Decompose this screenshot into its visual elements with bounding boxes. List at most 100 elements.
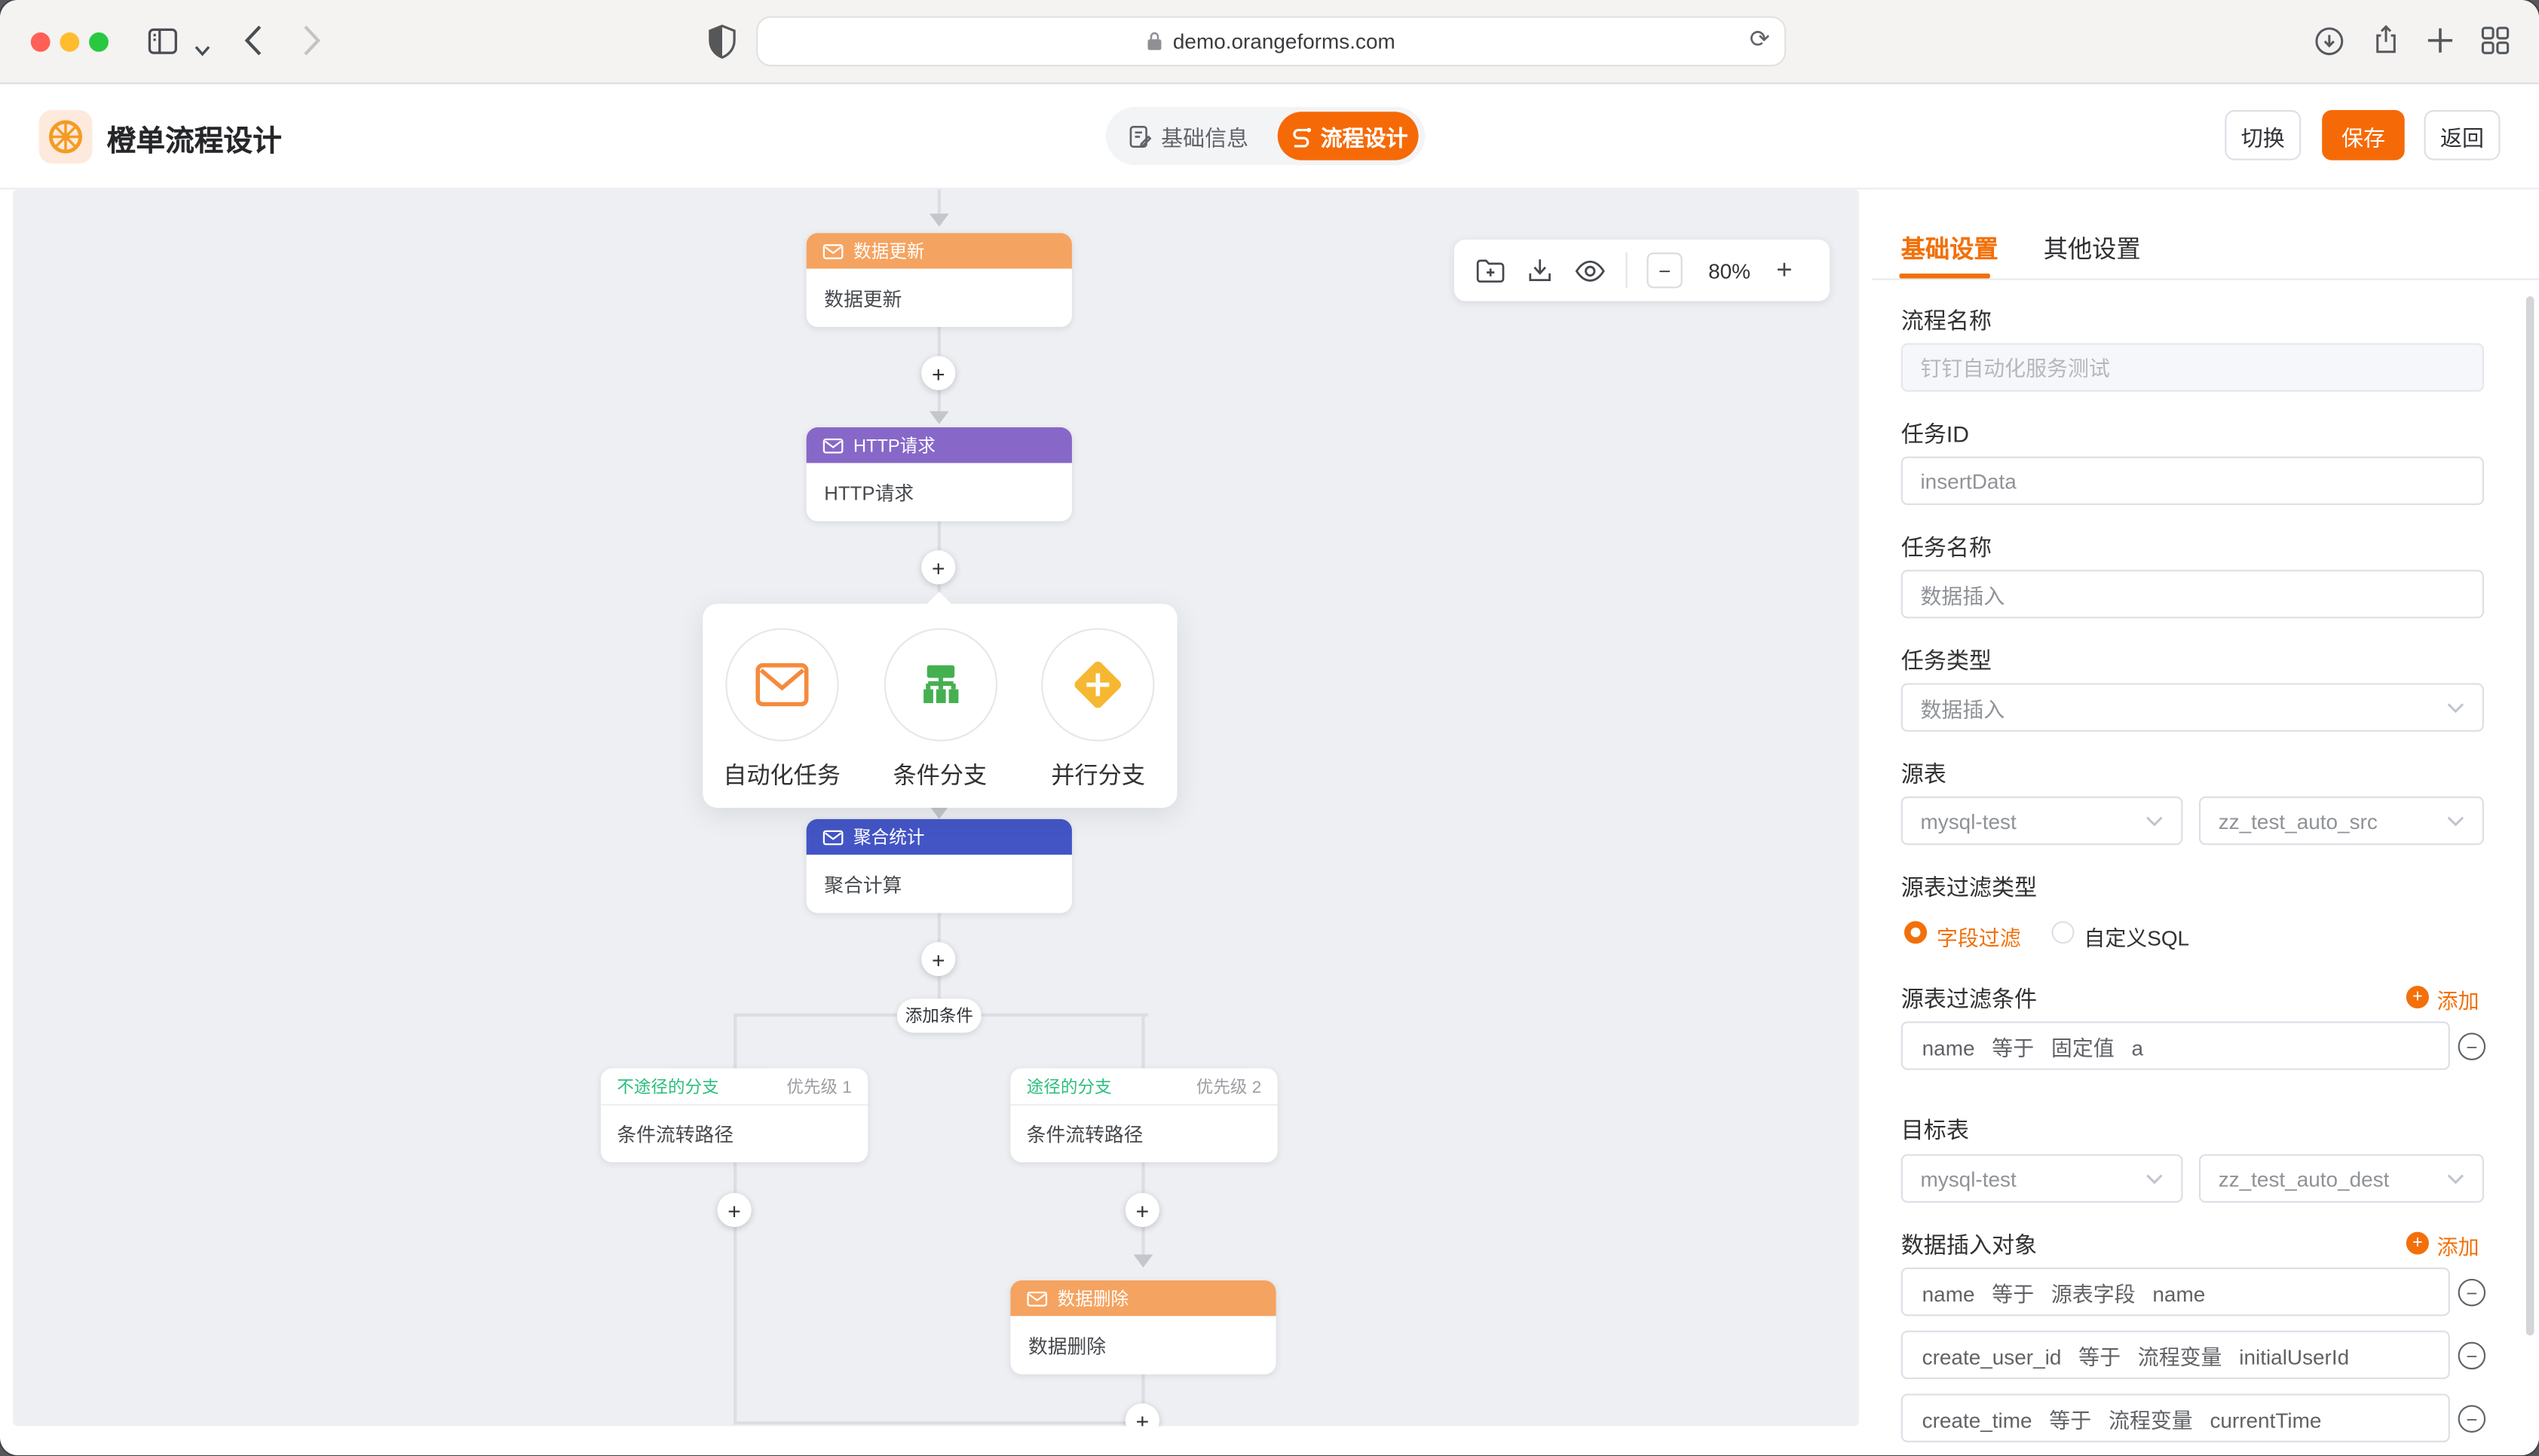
filter-condition-row[interactable]: name 等于 固定值 a <box>1900 1021 2450 1070</box>
branch-priority: 优先级 2 <box>1196 1077 1262 1097</box>
minimize-window-button[interactable] <box>60 32 80 52</box>
flow-node-aggregate[interactable]: 聚合统计 聚合计算 <box>806 818 1072 913</box>
insert-object-row[interactable]: create_time 等于 流程变量 currentTime <box>1900 1393 2450 1442</box>
process-name-input[interactable] <box>1900 343 2484 392</box>
insert-object-row[interactable]: create_user_id 等于 流程变量 initialUserId <box>1900 1330 2450 1380</box>
form-icon <box>1129 124 1152 147</box>
flow-node-http-request[interactable]: HTTP请求 HTTP请求 <box>806 427 1072 522</box>
zoom-out-button[interactable]: − <box>1646 252 1683 289</box>
zoom-level: 80% <box>1708 258 1750 283</box>
orange-slice-icon <box>48 120 83 154</box>
branch-merge-rail <box>734 1421 1145 1425</box>
add-filter-condition-link[interactable]: 添加 <box>2436 989 2479 1014</box>
target-table-select[interactable]: zz_test_auto_dest <box>2198 1154 2484 1203</box>
add-node-button[interactable]: + <box>921 942 956 977</box>
add-condition-button[interactable]: 添加条件 <box>896 999 982 1033</box>
sidebar-chevron-down-icon[interactable] <box>194 35 210 65</box>
branch-node-passed[interactable]: 途径的分支 优先级 2 条件流转路径 <box>1010 1068 1278 1163</box>
remove-row-icon[interactable]: − <box>2458 1278 2486 1307</box>
arrow-down-icon <box>929 213 949 227</box>
tab-basic-settings[interactable]: 基础设置 <box>1900 236 1998 265</box>
add-circle-icon[interactable]: + <box>2406 1231 2429 1255</box>
preview-eye-icon[interactable] <box>1574 258 1606 283</box>
export-download-icon[interactable] <box>1525 255 1554 285</box>
chevron-down-icon <box>2447 815 2464 826</box>
palette-item-parallel-branch[interactable]: 并行分支 <box>1019 604 1178 808</box>
radio-field-filter[interactable] <box>1904 921 1928 944</box>
panel-scrollbar[interactable] <box>2525 296 2534 1336</box>
close-window-button[interactable] <box>30 32 51 52</box>
reload-icon[interactable]: ⟳ <box>1749 26 1770 54</box>
mail-icon <box>755 662 809 706</box>
remove-row-icon[interactable]: − <box>2458 1341 2486 1370</box>
toolbar-divider <box>1625 252 1628 289</box>
zoom-in-button[interactable]: + <box>1776 254 1793 286</box>
palette-item-condition-branch[interactable]: 条件分支 <box>861 604 1019 808</box>
add-insert-object-link[interactable]: 添加 <box>2436 1234 2479 1260</box>
target-datasource-select[interactable]: mysql-test <box>1900 1154 2183 1203</box>
arrow-down-icon <box>1133 1254 1153 1268</box>
save-button[interactable]: 保存 <box>2322 110 2405 161</box>
source-datasource-select[interactable]: mysql-test <box>1900 796 2183 846</box>
add-node-button[interactable]: + <box>1125 1403 1159 1427</box>
forward-icon[interactable] <box>303 24 321 65</box>
task-name-input[interactable] <box>1900 570 2484 619</box>
process-name-label: 流程名称 <box>1900 307 1992 334</box>
arrow-down-icon <box>929 411 949 424</box>
tab-flow-design[interactable]: 流程设计 <box>1277 112 1419 161</box>
node-title: 聚合统计 <box>853 828 925 849</box>
source-table-label: 源表 <box>1900 760 1946 787</box>
connector-line <box>937 189 941 216</box>
share-icon[interactable] <box>2369 23 2403 66</box>
remove-row-icon[interactable]: − <box>2458 1405 2486 1433</box>
flow-node-data-update[interactable]: 数据更新 数据更新 <box>806 233 1072 327</box>
flow-canvas[interactable]: 数据更新 数据更新 + HTTP请求 HTTP请求 + <box>13 189 1859 1427</box>
new-flow-icon[interactable] <box>1475 256 1506 284</box>
app-logo <box>38 110 93 164</box>
node-type-palette: 自动化任务 条件分支 <box>703 592 1178 808</box>
return-button[interactable]: 返回 <box>2424 110 2501 161</box>
branch-tree-icon <box>923 664 958 702</box>
branch-node-not-passed[interactable]: 不途径的分支 优先级 1 条件流转路径 <box>600 1068 868 1163</box>
add-node-button[interactable]: + <box>717 1193 752 1228</box>
task-id-input[interactable] <box>1900 456 2484 506</box>
active-tab-underline <box>1899 274 1990 279</box>
node-body: 数据更新 <box>824 287 902 310</box>
downloads-icon[interactable] <box>2312 24 2346 66</box>
tab-flow-design-label: 流程设计 <box>1320 126 1408 151</box>
palette-item-automation[interactable]: 自动化任务 <box>703 604 861 808</box>
mail-icon <box>1027 1290 1048 1306</box>
sidebar-toggle-icon[interactable] <box>145 24 179 66</box>
connector-line <box>1141 1016 1145 1069</box>
insert-object-row[interactable]: name 等于 源表字段 name <box>1900 1267 2450 1317</box>
add-circle-icon[interactable]: + <box>2406 986 2429 1009</box>
privacy-shield-icon[interactable] <box>708 24 737 68</box>
browser-toolbar: demo.orangeforms.com ⟳ <box>0 0 2539 84</box>
flow-icon <box>1292 127 1311 147</box>
radio-field-filter-label[interactable]: 字段过滤 <box>1936 925 2021 950</box>
add-node-button[interactable]: + <box>921 356 956 390</box>
radio-custom-sql[interactable] <box>2051 921 2075 944</box>
address-bar[interactable]: demo.orangeforms.com ⟳ <box>756 16 1787 67</box>
switch-button[interactable]: 切换 <box>2225 110 2302 161</box>
flow-node-data-delete[interactable]: 数据删除 数据删除 <box>1010 1280 1276 1375</box>
branch-name: 途径的分支 <box>1026 1077 1112 1097</box>
chevron-down-icon <box>2447 702 2464 713</box>
connector-line <box>937 913 941 943</box>
tab-other-settings[interactable]: 其他设置 <box>2043 236 2141 265</box>
add-node-button[interactable]: + <box>1125 1193 1159 1228</box>
remove-row-icon[interactable]: − <box>2458 1032 2486 1060</box>
source-table-select[interactable]: zz_test_auto_src <box>2198 796 2484 846</box>
mail-icon <box>822 243 844 258</box>
zoom-window-button[interactable] <box>89 32 109 52</box>
tab-basic-info[interactable]: 基础信息 <box>1129 107 1248 165</box>
task-type-select[interactable]: 数据插入 <box>1900 683 2484 732</box>
add-node-button[interactable]: + <box>921 550 956 585</box>
task-type-value: 数据插入 <box>1920 696 2005 721</box>
palette-circle <box>883 627 997 741</box>
tab-overview-icon[interactable] <box>2479 24 2512 65</box>
new-tab-icon[interactable] <box>2424 24 2456 65</box>
radio-custom-sql-label[interactable]: 自定义SQL <box>2084 925 2190 950</box>
back-icon[interactable] <box>244 24 262 65</box>
target-table-value: zz_test_auto_dest <box>2218 1166 2390 1191</box>
